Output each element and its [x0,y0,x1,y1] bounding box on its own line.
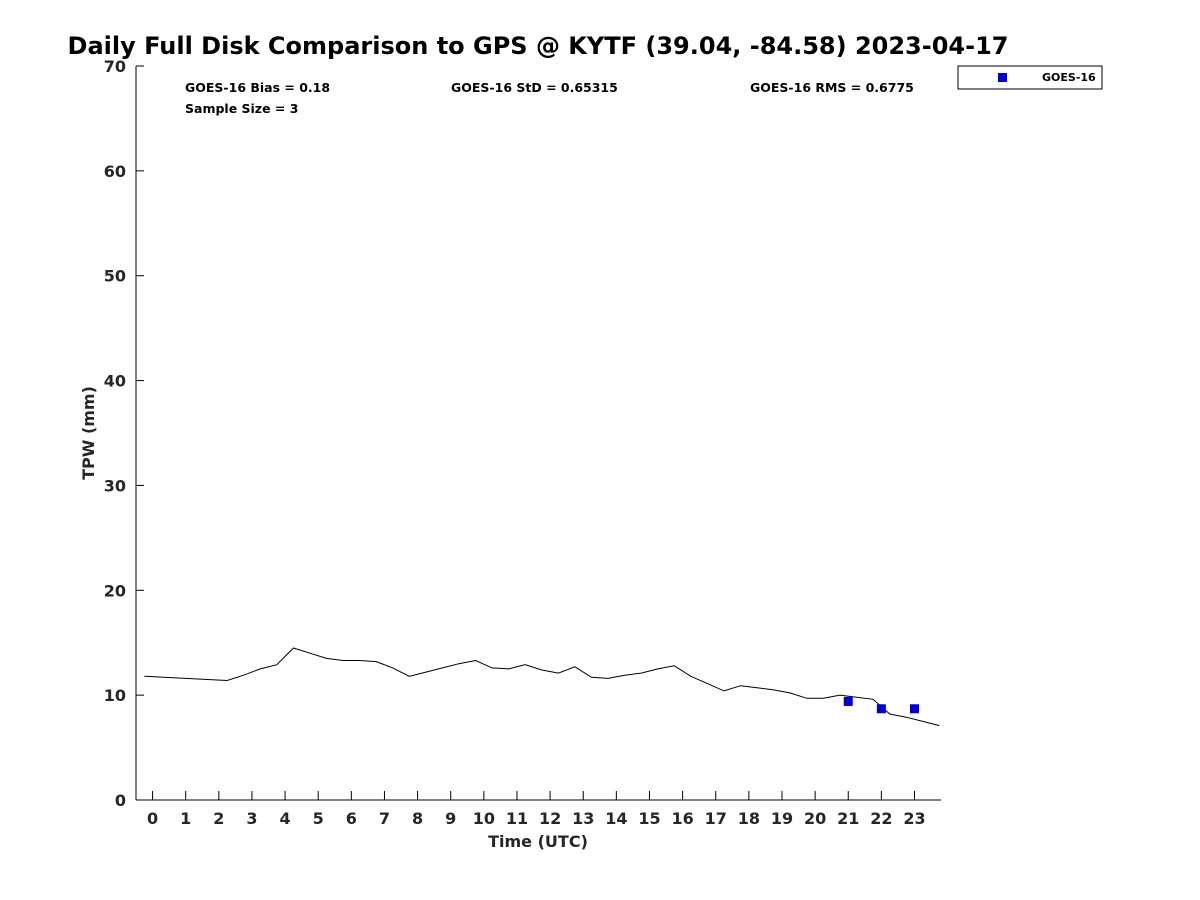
y-tick-label: 10 [104,686,126,705]
x-tick-label: 18 [738,809,760,828]
x-tick-label: 14 [605,809,627,828]
x-tick-label: 23 [903,809,925,828]
bias-stat: GOES-16 Bias = 0.18 [185,80,330,95]
goes-16-marker [876,704,886,714]
x-tick-label: 5 [313,809,324,828]
sample-size-stat: Sample Size = 3 [185,101,298,116]
y-tick-label: 0 [115,791,126,810]
goes-16-marker [909,704,919,714]
x-tick-label: 10 [473,809,495,828]
y-tick-label: 40 [104,372,126,391]
x-tick-label: 22 [870,809,892,828]
x-tick-label: 3 [246,809,257,828]
x-tick-label: 2 [213,809,224,828]
x-tick-label: 15 [638,809,660,828]
x-tick-label: 4 [280,809,291,828]
x-tick-label: 13 [572,809,594,828]
x-tick-label: 21 [837,809,859,828]
x-tick-label: 1 [180,809,191,828]
legend-label-goes-16: GOES-16 [1042,71,1096,84]
x-tick-label: 6 [346,809,357,828]
y-tick-label: 50 [104,267,126,286]
gps-tpw-line [144,647,940,727]
y-tick-label: 30 [104,476,126,495]
x-tick-label: 20 [804,809,826,828]
rms-stat: GOES-16 RMS = 0.6775 [750,80,914,95]
legend: GOES-16 [957,65,1103,90]
x-tick-label: 16 [671,809,693,828]
x-tick-label: 0 [147,809,158,828]
x-axis-ticks: 0 1 2 3 4 5 6 7 8 9 10 11 12 13 14 15 16 17 18 19 20 21 22 23 [147,791,926,828]
y-tick-label: 70 [104,57,126,76]
y-axis-label: TPW (mm) [79,386,98,480]
legend-marker-goes-16 [998,73,1007,82]
std-stat: GOES-16 StD = 0.65315 [451,80,618,95]
x-tick-label: 11 [506,809,528,828]
x-tick-label: 8 [412,809,423,828]
x-tick-label: 7 [379,809,390,828]
y-tick-label: 60 [104,162,126,181]
legend-box [957,65,1103,90]
plot-series [144,647,940,727]
x-tick-label: 19 [771,809,793,828]
y-tick-label: 20 [104,581,126,600]
x-tick-label: 12 [539,809,561,828]
x-axis-label: Time (UTC) [488,832,588,851]
x-tick-label: 17 [705,809,727,828]
goes-16-marker [843,696,853,706]
x-tick-label: 9 [445,809,456,828]
chart-title: Daily Full Disk Comparison to GPS @ KYTF… [68,32,1009,60]
y-axis-ticks: 0 10 20 30 40 50 60 70 [104,57,144,810]
